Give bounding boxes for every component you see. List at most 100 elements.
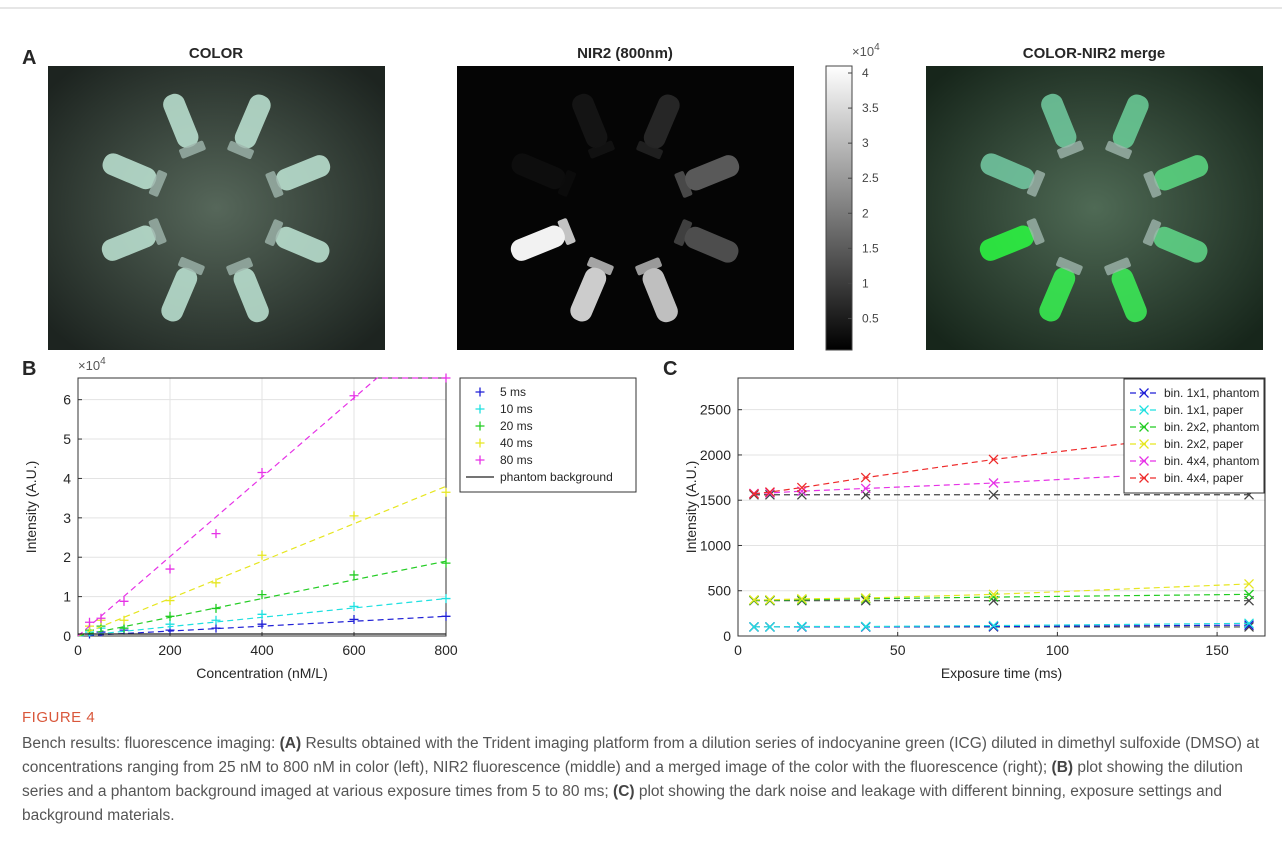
y-tick-label: 6 bbox=[63, 392, 71, 408]
image-panel bbox=[926, 66, 1263, 350]
data-point bbox=[211, 603, 221, 613]
scale-exponent: 4 bbox=[100, 356, 106, 367]
tube bbox=[673, 219, 739, 263]
tube bbox=[1104, 257, 1147, 323]
tube bbox=[102, 153, 168, 197]
series-line bbox=[753, 593, 1250, 601]
data-point bbox=[796, 593, 807, 604]
tube-cap bbox=[1105, 140, 1132, 160]
y-tick-label: 2500 bbox=[700, 402, 731, 418]
tube-cap bbox=[226, 257, 253, 276]
caption-segment: plot showing the dilution series and a p… bbox=[22, 759, 1243, 800]
fit-line bbox=[77, 485, 447, 637]
legend-label: 40 ms bbox=[500, 436, 533, 450]
tube-cap bbox=[148, 170, 168, 197]
data-point bbox=[1244, 620, 1254, 631]
scale-label: ×104 bbox=[78, 356, 106, 373]
plot-frame bbox=[77, 377, 447, 637]
data-point bbox=[860, 621, 871, 632]
y-tick-label: 2000 bbox=[700, 447, 731, 463]
tube bbox=[161, 256, 205, 322]
tube bbox=[1142, 219, 1208, 263]
colorbar-tick-label: 2.5 bbox=[862, 171, 879, 185]
data-point bbox=[441, 594, 451, 604]
y-tick-label: 1 bbox=[63, 589, 71, 605]
tube-cap bbox=[1026, 170, 1046, 197]
tube bbox=[674, 155, 740, 198]
data-point bbox=[988, 620, 999, 631]
x-tick-label: 200 bbox=[158, 642, 182, 658]
tube-body bbox=[102, 153, 157, 190]
tube-cap bbox=[179, 140, 206, 159]
data-point bbox=[257, 609, 267, 619]
data-point bbox=[349, 391, 359, 401]
tube-body bbox=[684, 226, 739, 263]
series-line bbox=[753, 428, 1250, 495]
tube bbox=[1039, 256, 1083, 322]
data-point bbox=[211, 578, 221, 588]
x-tick-label: 600 bbox=[342, 642, 366, 658]
data-point bbox=[211, 529, 221, 539]
legend-marker bbox=[475, 404, 485, 414]
data-point bbox=[211, 615, 221, 625]
caption-segment: Bench results: fluorescence imaging: bbox=[22, 735, 280, 752]
tube bbox=[226, 257, 269, 323]
data-point bbox=[96, 613, 106, 623]
data-point bbox=[257, 590, 267, 600]
tube-cap bbox=[265, 171, 284, 198]
x-axis-label: Concentration (nM/L) bbox=[196, 665, 328, 681]
image-panel bbox=[48, 66, 385, 350]
tube bbox=[163, 93, 206, 159]
figure: A COLOR NIR2 (800nm) COLOR-NIR2 merge 0.5 1 1… bbox=[0, 7, 1282, 681]
tube bbox=[570, 256, 614, 322]
tube bbox=[227, 94, 271, 160]
tube-cap bbox=[557, 170, 577, 197]
tube-body bbox=[570, 267, 607, 322]
data-point bbox=[796, 621, 807, 632]
colorbar-tick-label: 1 bbox=[862, 276, 869, 290]
legend-marker bbox=[475, 455, 485, 465]
tube bbox=[264, 219, 330, 263]
data-point bbox=[349, 601, 359, 611]
caption-segment: plot showing the dark noise and leakage … bbox=[22, 783, 1222, 824]
data-point bbox=[764, 594, 775, 605]
y-tick-label: 500 bbox=[708, 583, 732, 599]
legend-marker bbox=[1139, 456, 1149, 466]
legend-label: bin. 4x4, paper bbox=[1164, 471, 1243, 485]
caption-text: Bench results: fluorescence imaging: (A)… bbox=[22, 732, 1262, 828]
legend-marker bbox=[1139, 473, 1149, 483]
legend-label: bin. 1x1, paper bbox=[1164, 403, 1243, 417]
figure-number: FIGURE 4 bbox=[22, 709, 96, 726]
colorbar-tick-label: 4 bbox=[862, 66, 869, 80]
data-point bbox=[749, 488, 759, 499]
tube-cap bbox=[635, 257, 662, 276]
data-point bbox=[165, 619, 175, 629]
legend-label: 20 ms bbox=[500, 419, 533, 433]
image-title: NIR2 (800nm) bbox=[577, 45, 673, 62]
fit-line bbox=[77, 560, 447, 637]
colorbar bbox=[825, 65, 853, 351]
x-tick-label: 800 bbox=[434, 642, 458, 658]
y-tick-label: 5 bbox=[63, 431, 71, 447]
tube bbox=[1143, 155, 1209, 198]
data-point bbox=[349, 614, 359, 624]
y-tick-label: 2 bbox=[63, 549, 71, 565]
tube-body bbox=[101, 225, 156, 261]
scale-base: ×10 bbox=[852, 44, 874, 59]
tube-body bbox=[233, 268, 269, 323]
data-point bbox=[1244, 618, 1254, 629]
x-axis-label: Exposure time (ms) bbox=[941, 665, 1062, 681]
tube-cap bbox=[1143, 171, 1162, 198]
tube-cap bbox=[674, 171, 693, 198]
tube-body bbox=[685, 155, 740, 191]
colorbar-tick-label: 1.5 bbox=[862, 241, 879, 255]
data-point bbox=[257, 468, 267, 478]
tube-body bbox=[163, 93, 199, 148]
legend-label: bin. 2x2, paper bbox=[1164, 437, 1243, 451]
tube-cap bbox=[636, 140, 663, 160]
data-point bbox=[119, 615, 129, 625]
data-point bbox=[257, 550, 267, 560]
tube bbox=[635, 257, 678, 323]
tube bbox=[572, 93, 615, 159]
